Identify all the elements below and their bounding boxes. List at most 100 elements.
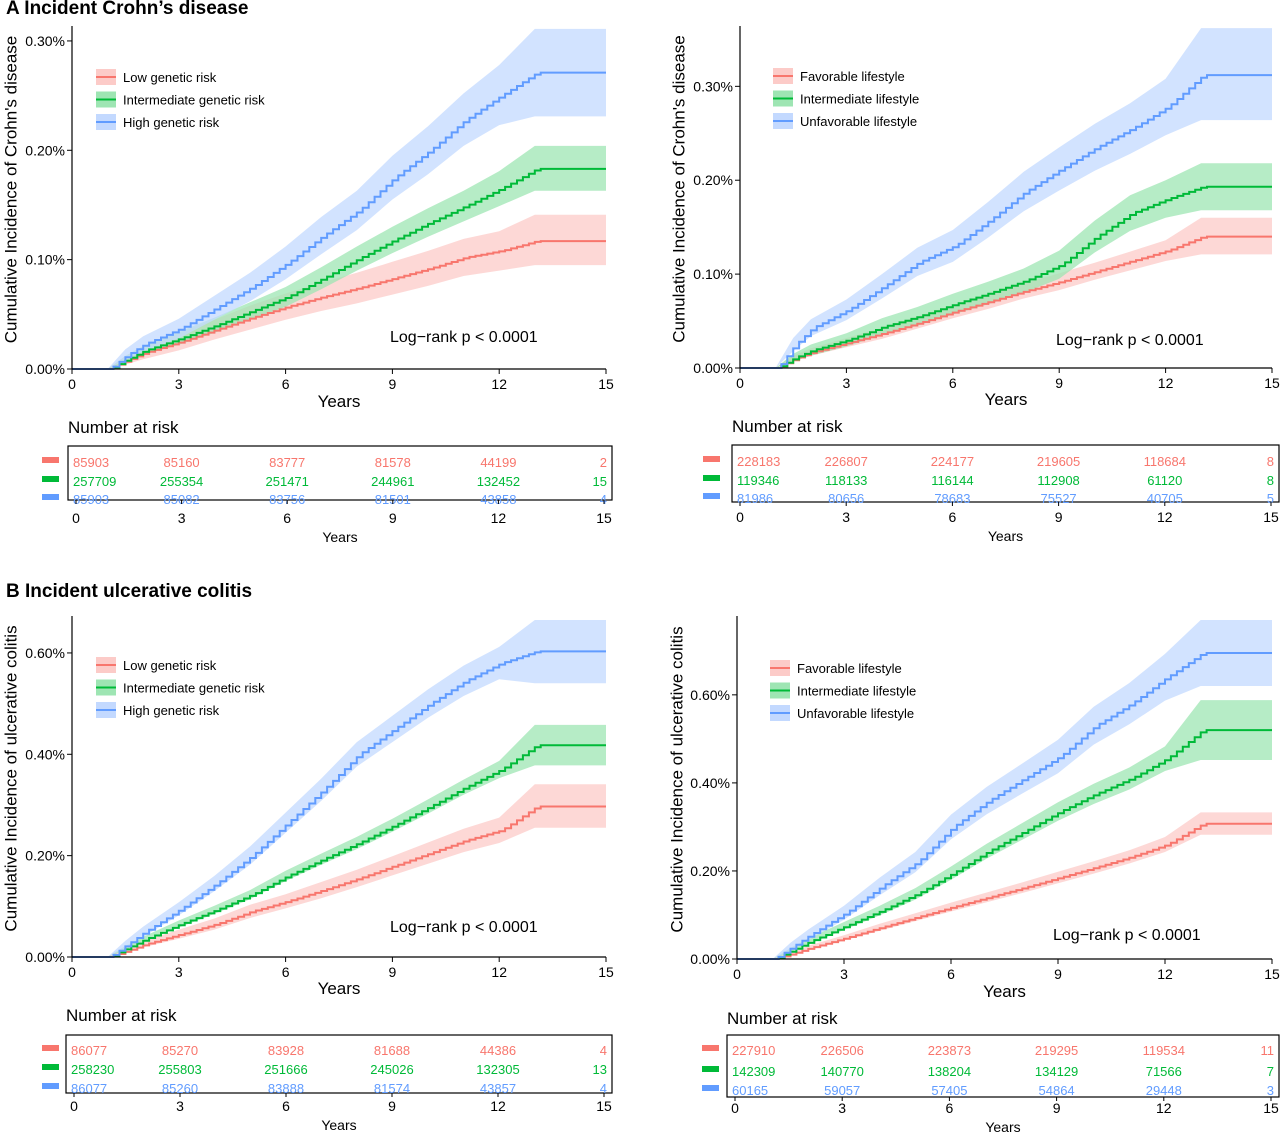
risk-value: 83777 (269, 455, 305, 470)
risk-value: 132452 (477, 474, 520, 489)
risk-value: 245026 (370, 1062, 413, 1077)
risk-value: 118133 (825, 473, 867, 488)
risk-x-tick-label: 15 (596, 510, 612, 526)
risk-value: 85082 (164, 492, 200, 507)
ci-band-1 (737, 700, 1272, 959)
x-tick-label: 6 (282, 376, 290, 392)
panel-crohns-genetic-risk: 0.00% 0.10% 0.20% 0.30% 0 3 6 9 12 15 Years Cumulat… (1, 26, 614, 545)
y-tick-label: 0.40% (690, 775, 730, 791)
risk-row-swatch (702, 1066, 719, 1072)
risk-row-swatch (703, 493, 720, 499)
x-tick-label: 0 (736, 375, 744, 391)
risk-value: 8 (1267, 454, 1274, 469)
risk-value: 140770 (821, 1064, 864, 1079)
risk-value: 61120 (1147, 473, 1182, 488)
risk-value: 43858 (480, 492, 516, 507)
risk-x-axis-title: Years (322, 529, 357, 545)
legend-label: Intermediate lifestyle (800, 92, 919, 107)
y-tick-label: 0.20% (693, 172, 733, 188)
risk-value: 78683 (934, 491, 970, 506)
y-tick-label: 0.30% (693, 78, 733, 94)
risk-value: 80656 (828, 491, 864, 506)
risk-x-tick-label: 0 (72, 510, 80, 526)
km-curve-1 (72, 744, 606, 958)
risk-value: 134129 (1035, 1064, 1078, 1079)
risk-value: 13 (593, 1062, 607, 1077)
y-tick-label: 0.60% (25, 645, 65, 661)
risk-table-title: Number at risk (66, 1006, 177, 1025)
risk-value: 83928 (268, 1043, 304, 1058)
y-tick-label: 0.00% (25, 949, 65, 965)
risk-value: 2 (600, 455, 607, 470)
km-curve-0 (740, 235, 1272, 369)
risk-row-swatch (703, 456, 720, 462)
x-tick-label: 0 (733, 966, 741, 982)
risk-x-tick-label: 9 (389, 510, 397, 526)
legend-label: Low genetic risk (123, 70, 217, 85)
risk-value: 228183 (737, 454, 780, 469)
logrank-annotation: Log−rank p < 0.0001 (1056, 332, 1204, 349)
x-tick-label: 6 (949, 375, 957, 391)
risk-value: 258230 (71, 1062, 114, 1077)
risk-row-swatch (42, 1045, 59, 1051)
legend-label: Low genetic risk (123, 658, 217, 673)
risk-value: 85160 (164, 455, 200, 470)
x-tick-label: 9 (1054, 966, 1062, 982)
x-tick-label: 9 (389, 964, 397, 980)
risk-value: 86077 (71, 1081, 107, 1096)
x-tick-label: 15 (1264, 375, 1280, 391)
y-tick-label: 0.20% (25, 848, 65, 864)
x-tick-label: 6 (282, 964, 290, 980)
risk-value: 85903 (73, 492, 109, 507)
risk-value: 223873 (928, 1043, 971, 1058)
km-curve-0 (737, 822, 1272, 960)
risk-value: 251666 (264, 1062, 307, 1077)
risk-x-tick-label: 0 (731, 1100, 739, 1116)
risk-value: 11 (1261, 1043, 1275, 1058)
ci-band-2 (72, 620, 606, 957)
risk-value: 60165 (732, 1083, 768, 1098)
risk-value: 83756 (269, 492, 305, 507)
risk-x-tick-label: 15 (1263, 1100, 1279, 1116)
ci-band-1 (72, 145, 606, 369)
risk-x-axis-title: Years (985, 1119, 1020, 1134)
risk-table-title: Number at risk (727, 1009, 838, 1028)
panel-uc-lifestyle: 0.00% 0.20% 0.40% 0.60% 0 3 6 9 12 15 Years Cumulat… (667, 616, 1280, 1134)
ci-band-0 (72, 784, 606, 957)
x-axis-title: Years (983, 982, 1026, 1001)
risk-value: 244961 (371, 474, 414, 489)
ci-band-1 (740, 163, 1272, 368)
risk-value: 4 (600, 1043, 607, 1058)
x-tick-label: 15 (1264, 966, 1280, 982)
risk-value: 85903 (73, 455, 109, 470)
risk-value: 7 (1267, 1064, 1274, 1079)
risk-row-swatch (42, 457, 59, 463)
risk-value: 226506 (821, 1043, 864, 1058)
risk-x-tick-label: 9 (1053, 1100, 1061, 1116)
risk-value: 85260 (162, 1081, 198, 1096)
risk-table-frame (731, 444, 1280, 503)
x-tick-label: 9 (389, 376, 397, 392)
risk-value: 44386 (480, 1043, 516, 1058)
risk-value: 138204 (928, 1064, 971, 1079)
x-tick-label: 12 (1157, 966, 1173, 982)
risk-x-tick-label: 15 (596, 1098, 612, 1114)
x-tick-label: 15 (598, 376, 614, 392)
risk-value: 112908 (1037, 473, 1079, 488)
risk-x-tick-label: 6 (282, 1098, 290, 1114)
risk-row-swatch (703, 475, 720, 481)
risk-value: 4 (600, 1081, 607, 1096)
risk-value: 227910 (732, 1043, 775, 1058)
risk-value: 219295 (1035, 1043, 1078, 1058)
ci-band-1 (72, 724, 606, 957)
legend-label: Favorable lifestyle (797, 661, 902, 676)
risk-x-tick-label: 3 (838, 1100, 846, 1116)
risk-value: 3 (1267, 1083, 1274, 1098)
risk-x-tick-label: 15 (1263, 509, 1279, 525)
risk-value: 119534 (1143, 1043, 1185, 1058)
risk-value: 43857 (480, 1081, 516, 1096)
y-axis-title: Cumulative Incidence of ulcerative colit… (1, 625, 20, 931)
risk-x-tick-label: 12 (1156, 1100, 1172, 1116)
legend-label: Unfavorable lifestyle (797, 706, 914, 721)
risk-value: 54864 (1039, 1083, 1075, 1098)
